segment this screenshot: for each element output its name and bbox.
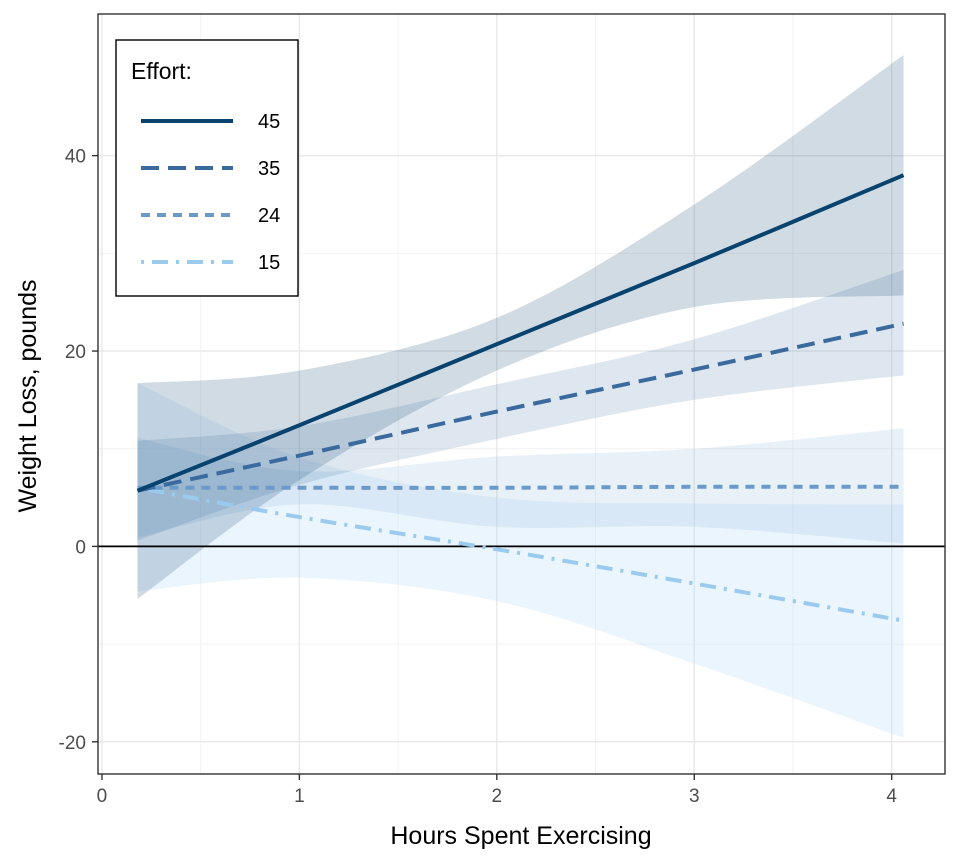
y-tick-label: -20 [59, 733, 86, 754]
x-tick-label: 3 [689, 786, 700, 807]
plot-panel-border [97, 13, 946, 775]
legend-label-35: 35 [258, 158, 280, 180]
y-tick-label: 20 [65, 342, 86, 363]
x-tick-label: 2 [492, 786, 503, 807]
series-lines [136, 173, 905, 623]
legend-label-15: 15 [258, 252, 280, 274]
x-axis-title: Hours Spent Exercising [390, 822, 651, 850]
legend-title: Effort: [131, 58, 192, 84]
series-line-45 [136, 173, 905, 493]
x-tick-label: 4 [886, 786, 897, 807]
legend: Effort: 45 35 24 15 [115, 39, 299, 297]
x-tick-label: 0 [97, 786, 108, 807]
series-line-15 [137, 485, 904, 623]
y-tick-label: 40 [65, 147, 86, 168]
series-line-35 [137, 321, 904, 493]
legend-label-45: 45 [258, 111, 280, 133]
y-tick-label: 0 [75, 537, 86, 558]
confidence-band-24 [137, 428, 904, 544]
axis-ticks: 0 1 2 3 4 -20 0 20 40 [59, 147, 898, 807]
x-tick-label: 1 [294, 786, 305, 807]
confidence-band-45 [137, 55, 904, 600]
y-axis-title: Weight Loss, pounds [14, 279, 42, 512]
legend-label-24: 24 [258, 205, 280, 227]
confidence-band-15 [137, 383, 904, 738]
series-line-24 [137, 484, 904, 490]
